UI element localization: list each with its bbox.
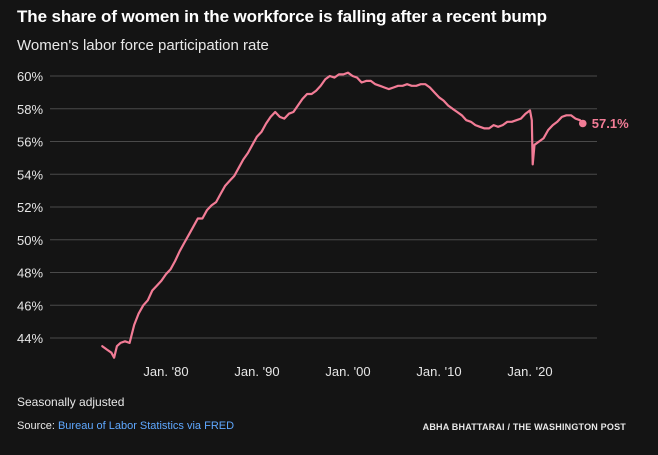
source-link[interactable]: Bureau of Labor Statistics via FRED (57, 420, 235, 432)
x-tick-label: Jan. '80 (143, 364, 188, 379)
end-value-label: 57.1% (592, 116, 629, 131)
x-tick-label: Jan. '20 (507, 364, 552, 379)
y-tick-label: 54% (17, 167, 43, 182)
chart-title: The share of women in the workforce is f… (17, 7, 547, 26)
y-tick-label: 44% (17, 331, 43, 346)
line-chart: 44%46%48%50%52%54%56%58%60% Jan. '80 Jan.… (17, 69, 629, 379)
y-tick-label: 56% (17, 135, 43, 150)
x-tick-label: Jan. '90 (234, 364, 279, 379)
seasonally-adjusted-note: Seasonally adjusted (17, 395, 125, 409)
x-tick-label: Jan. '10 (416, 364, 461, 379)
source-line: Source: Bureau of Labor Statistics via F… (17, 420, 234, 432)
y-tick-label: 48% (17, 266, 43, 281)
end-point-marker (578, 119, 587, 128)
series-line (101, 71, 584, 359)
y-tick-label: 46% (17, 298, 43, 313)
x-axis-labels: Jan. '80 Jan. '90 Jan. '00 Jan. '10 Jan. '20 (143, 364, 552, 379)
y-axis-labels: 44% 46% 48% 50% 52% 54% 56% 58% 60% (17, 69, 43, 346)
x-tick-label: Jan. '00 (325, 364, 370, 379)
y-tick-label: 50% (17, 233, 43, 248)
source-prefix: Source: (17, 420, 58, 432)
chart-subtitle: Women's labor force participation rate (17, 37, 269, 54)
credit-line: ABHA BHATTARAI / THE WASHINGTON POST (422, 422, 626, 432)
y-tick-label: 52% (17, 200, 43, 215)
y-tick-label: 58% (17, 102, 43, 117)
series-layer: 57.1% (101, 71, 629, 359)
y-tick-label: 60% (17, 69, 43, 84)
grid-lines (50, 75, 597, 339)
